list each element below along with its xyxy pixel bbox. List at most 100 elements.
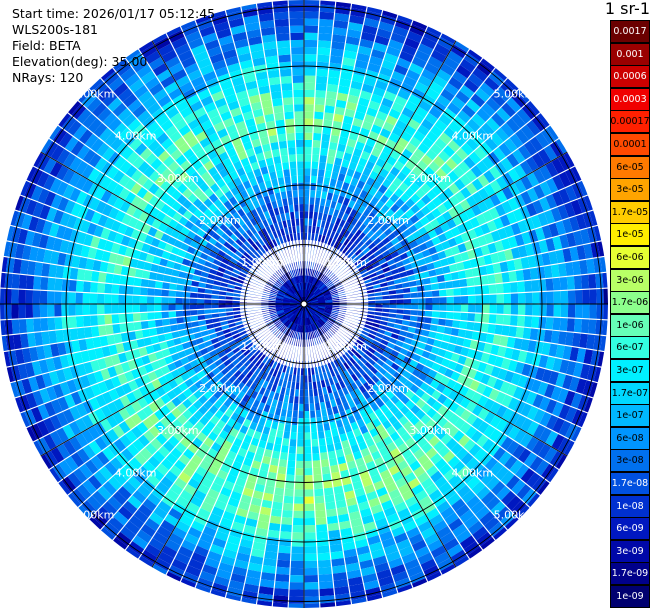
- beta-gate: [397, 266, 406, 273]
- beta-gate: [312, 381, 317, 390]
- beta-gate: [406, 332, 415, 339]
- beta-gate: [253, 349, 261, 357]
- beta-gate: [576, 245, 586, 260]
- beta-gate: [434, 476, 448, 489]
- beta-gate: [211, 290, 220, 295]
- beta-gate: [332, 224, 339, 233]
- beta-gate: [379, 168, 390, 178]
- beta-gate: [445, 157, 458, 170]
- beta-gate: [323, 312, 331, 318]
- beta-gate: [396, 426, 407, 437]
- beta-gate: [367, 254, 376, 261]
- beta-gate: [21, 378, 33, 394]
- beta-gate: [318, 566, 332, 575]
- beta-gate: [271, 399, 278, 408]
- beta-gate: [132, 490, 147, 504]
- beta-gate: [253, 453, 263, 463]
- beta-gate: [320, 147, 328, 156]
- beta-gate: [388, 313, 397, 318]
- beta-gate: [56, 411, 69, 427]
- beta-gate: [191, 520, 205, 533]
- beta-gate: [243, 322, 251, 326]
- beta-gate: [215, 346, 224, 354]
- beta-gate: [451, 498, 466, 512]
- beta-gate: [329, 543, 343, 553]
- beta-gate: [112, 425, 125, 438]
- beta-gate: [187, 443, 199, 454]
- beta-gate: [282, 365, 287, 373]
- beta-gate: [513, 164, 527, 179]
- beta-gate: [343, 152, 352, 162]
- beta-gate: [448, 390, 459, 401]
- beta-gate: [340, 326, 347, 331]
- beta-gate: [243, 457, 253, 467]
- beta-gate: [126, 443, 140, 457]
- beta-gate: [294, 396, 299, 404]
- beta-gate: [247, 331, 254, 335]
- beta-gate: [333, 324, 340, 329]
- beta-gate: [233, 514, 247, 525]
- beta-gate: [326, 91, 337, 100]
- beta-gate: [175, 304, 183, 311]
- beta-gate: [367, 221, 376, 230]
- beta-gate: [346, 215, 354, 224]
- beta-gate: [107, 496, 123, 511]
- beta-gate: [350, 517, 363, 528]
- beta-gate: [430, 143, 443, 156]
- beta-gate: [234, 454, 245, 464]
- beta-gate: [363, 454, 374, 464]
- beta-gate: [323, 277, 329, 284]
- beta-gate: [374, 190, 384, 200]
- beta-gate: [340, 204, 348, 213]
- beta-gate: [443, 326, 452, 335]
- beta-gate: [419, 264, 428, 273]
- beta-gate: [535, 132, 550, 148]
- beta-gate: [417, 454, 430, 466]
- beta-gate: [291, 546, 304, 554]
- beta-gate: [343, 334, 350, 339]
- beta-gate: [414, 514, 429, 527]
- beta-gate: [489, 428, 502, 443]
- beta-gate: [319, 205, 325, 214]
- beta-gate: [335, 419, 344, 428]
- beta-gate: [323, 290, 331, 296]
- beta-gate: [358, 157, 368, 167]
- beta-gate: [197, 342, 206, 350]
- beta-gate: [243, 403, 252, 412]
- beta-gate: [0, 239, 4, 256]
- beta-gate: [417, 471, 430, 484]
- beta-gate: [285, 474, 295, 483]
- beta-gate: [432, 297, 440, 304]
- beta-gate: [425, 112, 438, 125]
- beta-gate: [160, 393, 171, 405]
- beta-gate: [404, 124, 417, 137]
- beta-gate: [396, 309, 404, 314]
- beta-gate: [376, 389, 385, 398]
- beta-gate: [144, 518, 160, 532]
- beta-gate: [333, 267, 339, 273]
- beta-gate: [477, 408, 490, 421]
- beta-gate: [225, 304, 233, 308]
- beta-gate: [71, 488, 87, 505]
- beta-gate: [401, 44, 417, 56]
- beta-gate: [286, 409, 293, 418]
- beta-gate: [41, 331, 51, 345]
- beta-gate: [274, 319, 281, 325]
- beta-gate: [96, 304, 105, 315]
- beta-gate: [262, 380, 269, 389]
- beta-gate: [381, 499, 394, 511]
- beta-gate: [471, 267, 481, 277]
- beta-gate: [228, 393, 237, 402]
- beta-gate: [569, 346, 579, 362]
- beta-gate: [412, 368, 422, 378]
- beta-gate: [4, 288, 12, 304]
- beta-gate: [367, 347, 376, 354]
- beta-gate: [249, 504, 261, 514]
- beta-gate: [349, 87, 361, 97]
- beta-gate: [579, 259, 588, 275]
- beta-gate: [188, 415, 199, 426]
- beta-gate: [425, 178, 437, 189]
- beta-gate: [243, 359, 252, 368]
- beta-gate: [499, 381, 511, 394]
- beta-gate: [218, 304, 226, 308]
